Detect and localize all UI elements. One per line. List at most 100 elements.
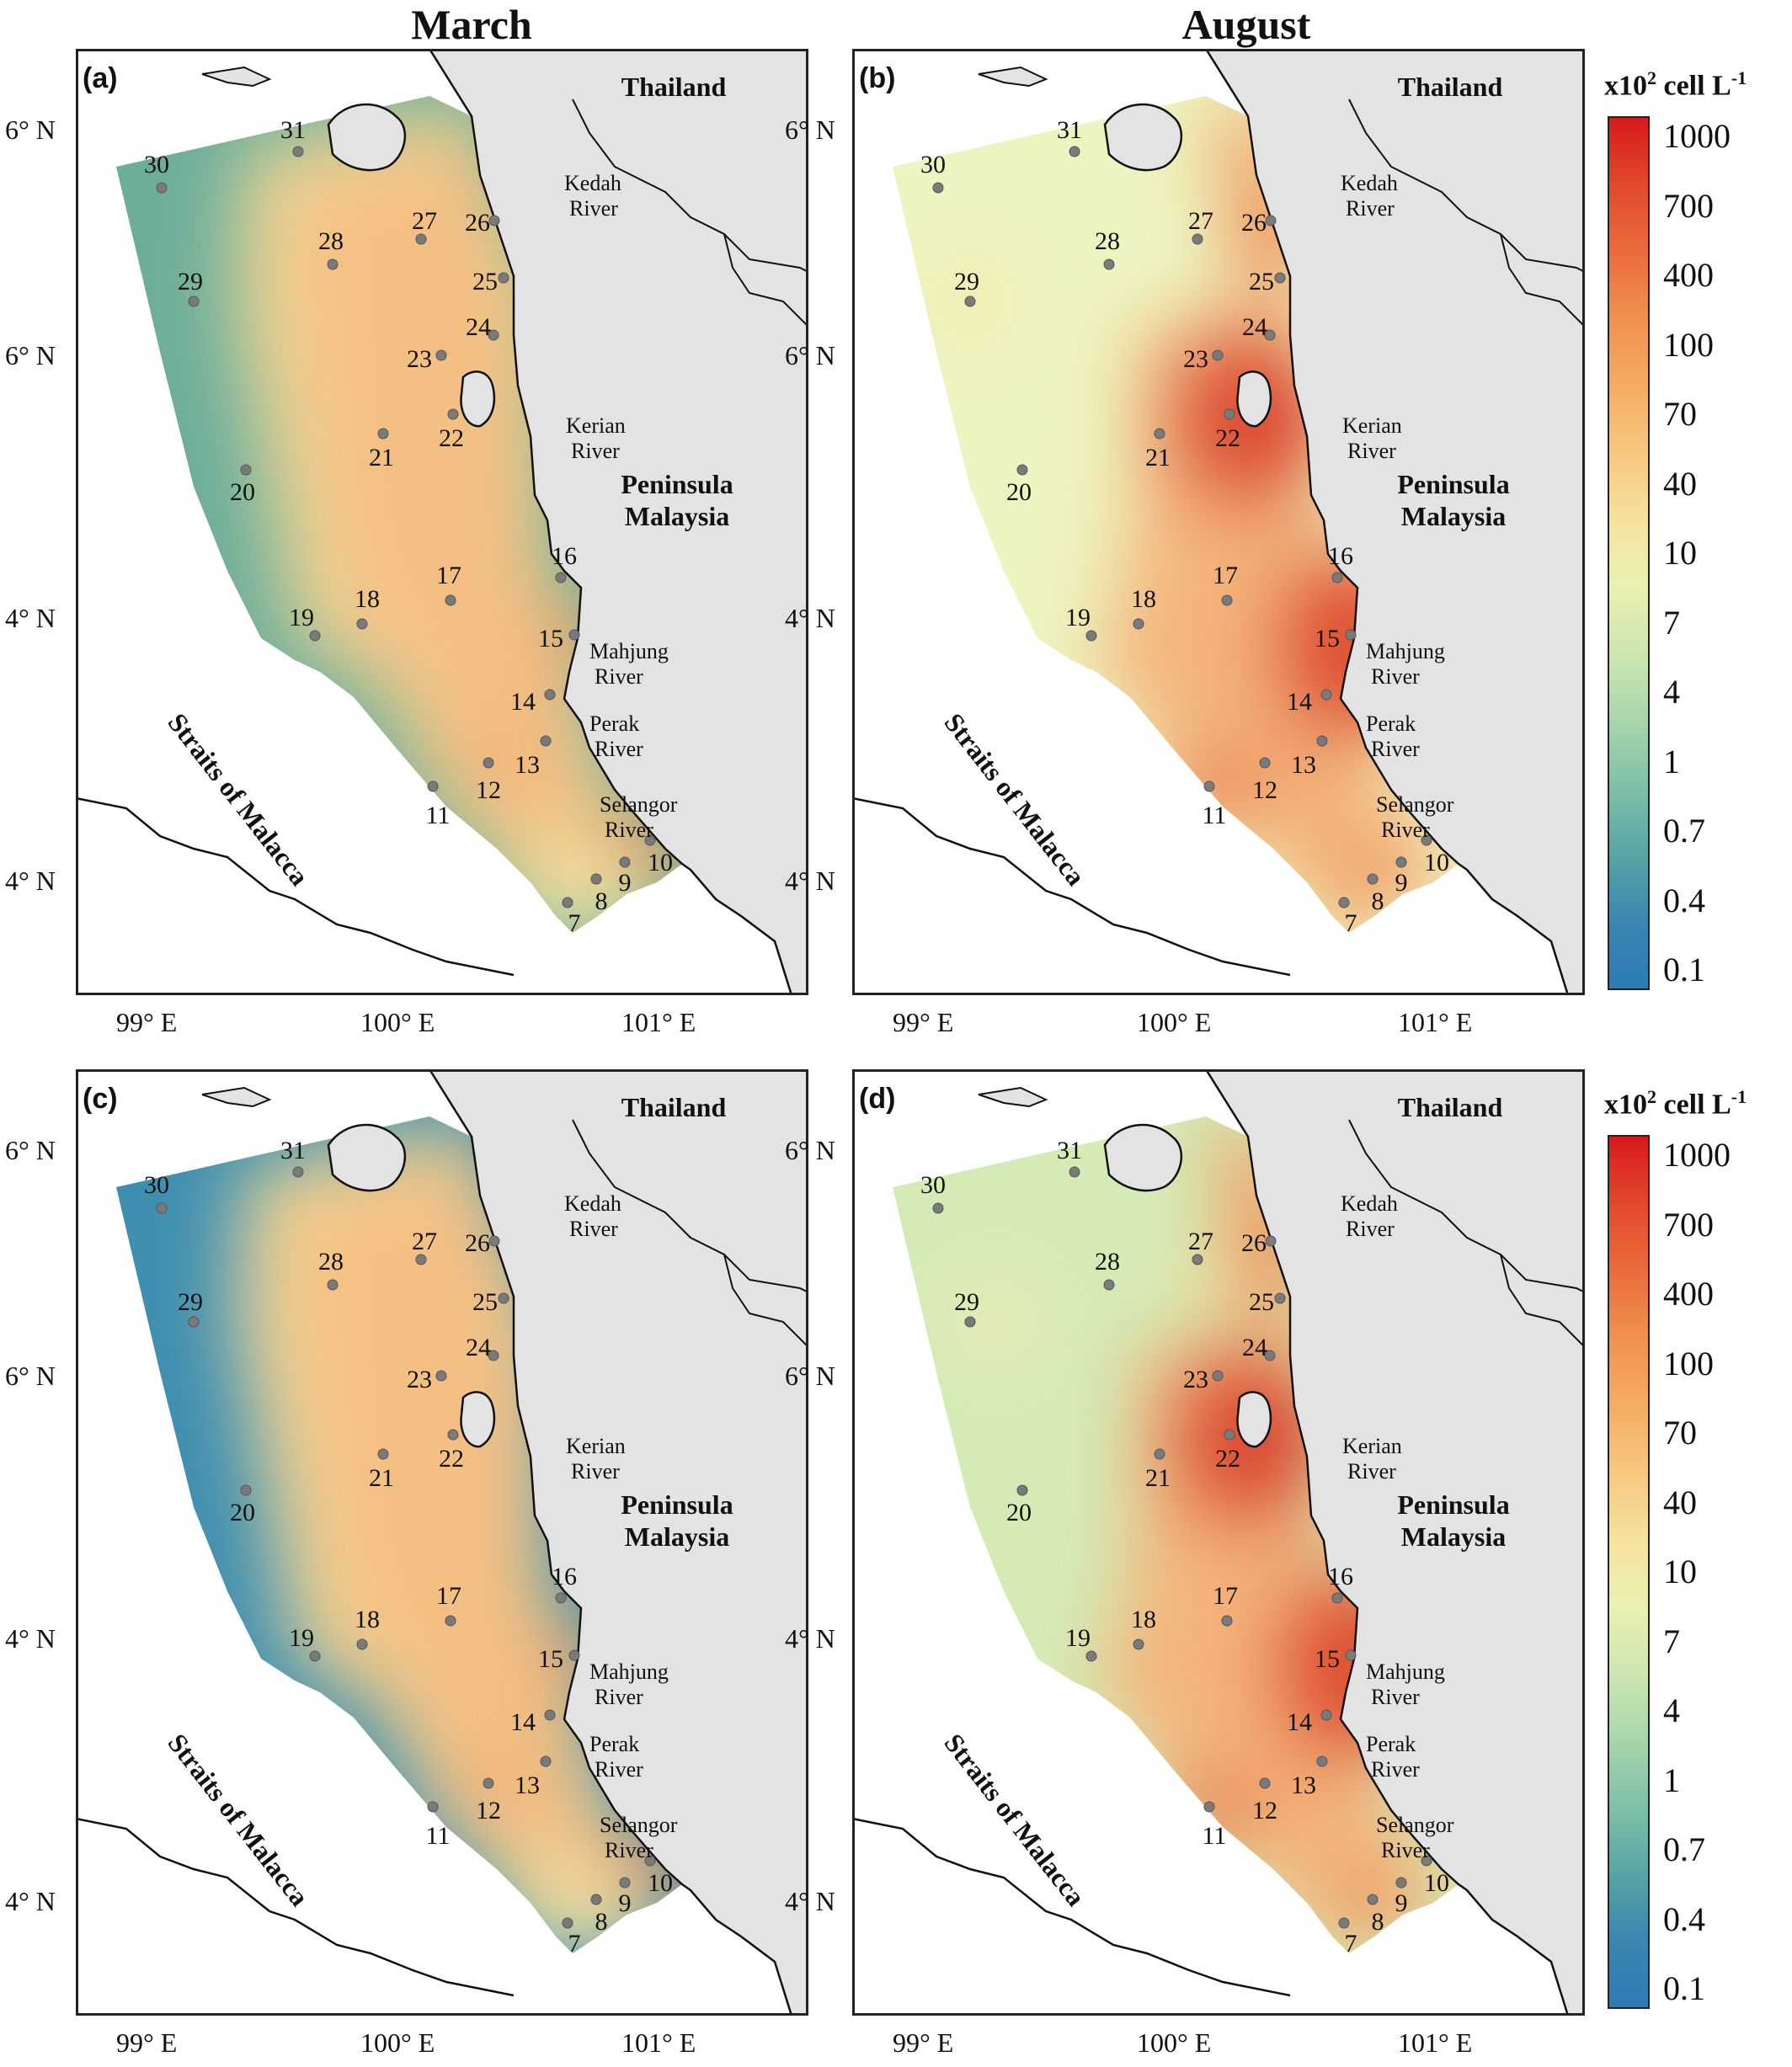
lat-label-6n-top-a: 6° N — [5, 115, 56, 145]
station-label-11: 11 — [1203, 802, 1227, 829]
river-word-3: River — [595, 1757, 643, 1782]
river-word-3: River — [1371, 1757, 1420, 1782]
river-word-0: River — [569, 1217, 618, 1241]
lon-label-100e-c: 100° E — [360, 2027, 435, 2058]
station-dot-8 — [1367, 1894, 1379, 1905]
station-label-14: 14 — [510, 688, 536, 716]
station-dot-9 — [619, 1877, 631, 1889]
station-label-30: 30 — [144, 1171, 169, 1199]
label-thailand: Thailand — [1398, 1092, 1503, 1122]
station-label-23: 23 — [407, 1366, 432, 1393]
station-dot-16 — [1331, 572, 1343, 583]
river-name-3: Perak — [1366, 711, 1416, 736]
label-malaysia: Malaysia — [625, 1521, 729, 1552]
station-dot-20 — [240, 1484, 252, 1496]
station-dot-8 — [590, 873, 602, 885]
station-dot-19 — [309, 630, 321, 642]
station-dot-7 — [562, 1917, 573, 1929]
river-word-1: River — [1347, 439, 1396, 463]
lat-label-4n-mid-b: 4° N — [785, 603, 835, 633]
penang-island — [1236, 1391, 1272, 1448]
station-label-12: 12 — [1252, 776, 1277, 804]
station-label-22: 22 — [439, 1445, 464, 1473]
station-dot-31 — [292, 146, 304, 157]
station-dot-14 — [544, 689, 556, 701]
station-dot-21 — [1154, 428, 1165, 440]
river-name-2: Mahjung — [589, 639, 669, 663]
lat-label-6n-top-b: 6° N — [785, 115, 835, 145]
station-dot-11 — [1203, 780, 1215, 792]
station-label-17: 17 — [436, 562, 461, 589]
station-dot-26 — [1265, 215, 1277, 226]
station-label-29: 29 — [178, 1288, 203, 1316]
station-dot-23 — [1212, 1370, 1224, 1382]
station-label-22: 22 — [439, 424, 464, 452]
station-label-16: 16 — [552, 1563, 577, 1590]
river-name-2: Mahjung — [1366, 1659, 1445, 1684]
station-dot-17 — [445, 1615, 456, 1627]
station-label-26: 26 — [1241, 209, 1267, 237]
station-dot-23 — [1212, 349, 1224, 361]
station-label-8: 8 — [595, 887, 608, 915]
colorbar-tick-label: 0.4 — [1663, 881, 1705, 919]
station-dot-27 — [1192, 233, 1203, 245]
lat-label-6n-top-d: 6° N — [785, 1135, 835, 1165]
river-name-0: Kedah — [1341, 171, 1398, 195]
station-dot-11 — [427, 780, 439, 792]
station-label-18: 18 — [1131, 585, 1156, 613]
colorbar-top: x102 cell L-1 1000 700 400 100 70 40 10 7 4 1 0.7 0.… — [1604, 67, 1789, 1002]
station-label-21: 21 — [369, 444, 394, 471]
country-border — [1348, 1119, 1585, 1293]
station-label-27: 27 — [1188, 207, 1213, 235]
station-label-23: 23 — [1183, 1366, 1208, 1393]
state-border — [1500, 233, 1585, 328]
station-dot-24 — [1264, 329, 1276, 341]
station-label-10: 10 — [648, 1869, 673, 1897]
station-label-13: 13 — [1291, 1771, 1316, 1799]
river-name-4: Selangor — [1376, 792, 1454, 817]
map-panel-a: 7 8 9 10 11 12 13 14 15 16 17 18 19 20 21 22 23 24 25 26 27 2… — [76, 49, 808, 995]
station-label-21: 21 — [369, 1464, 394, 1492]
map-svg: 789 10 11 12 13 14 15 16 17 18 19 20 21 22 23 24 25 26 27 2… — [76, 49, 808, 995]
station-label-18: 18 — [1131, 1606, 1156, 1633]
station-dot-26 — [488, 215, 500, 226]
river-word-1: River — [1347, 1459, 1396, 1484]
station-dot-14 — [1320, 1709, 1332, 1721]
stations: 789 10 11 12 13 14 15 16 17 18 19 20 21 22 23 24 25 26 27 2… — [144, 116, 673, 937]
stations: 789 10 11 12 13 14 15 16 17 18 19 20 21 22 23 24 25 26 27 2… — [920, 1137, 1449, 1958]
station-label-25: 25 — [1249, 1288, 1274, 1316]
state-border — [723, 233, 808, 328]
station-dot-22 — [1224, 408, 1235, 420]
river-name-0: Kedah — [564, 1191, 621, 1216]
colorbar-tick-label: 1000 — [1663, 1136, 1731, 1174]
station-label-20: 20 — [230, 1499, 255, 1526]
station-dot-19 — [1085, 630, 1097, 642]
colorbar-tick-label: 700 — [1663, 186, 1714, 225]
lat-label-4n-mid-d: 4° N — [785, 1623, 835, 1654]
station-dot-15 — [568, 629, 580, 641]
station-label-12: 12 — [476, 1797, 501, 1825]
river-word-4: River — [1381, 818, 1430, 842]
station-label-9: 9 — [619, 869, 632, 897]
river-name-4: Selangor — [1376, 1813, 1454, 1837]
station-label-7: 7 — [1345, 909, 1357, 937]
station-label-9: 9 — [619, 1889, 632, 1917]
station-dot-31 — [1069, 1166, 1080, 1178]
lat-label-4n-bot-a: 4° N — [5, 866, 56, 896]
station-label-25: 25 — [472, 268, 498, 296]
colorbar-tick-label: 70 — [1663, 395, 1697, 433]
colorbar-title: x102 cell L-1 — [1604, 1086, 1747, 1121]
colorbar-title: x102 cell L-1 — [1604, 67, 1747, 102]
station-label-7: 7 — [568, 1930, 581, 1958]
station-label-31: 31 — [280, 116, 306, 144]
colorbar-tick-label: 10 — [1663, 534, 1697, 572]
station-dot-26 — [488, 1235, 500, 1247]
peninsula-land — [428, 49, 808, 995]
label-peninsula: Peninsula — [621, 469, 733, 499]
langkawi-island — [327, 103, 407, 172]
station-dot-11 — [427, 1801, 439, 1813]
river-name-1: Kerian — [1342, 413, 1402, 438]
station-label-19: 19 — [1065, 604, 1091, 631]
station-label-22: 22 — [1215, 424, 1240, 452]
station-dot-30 — [156, 182, 168, 194]
